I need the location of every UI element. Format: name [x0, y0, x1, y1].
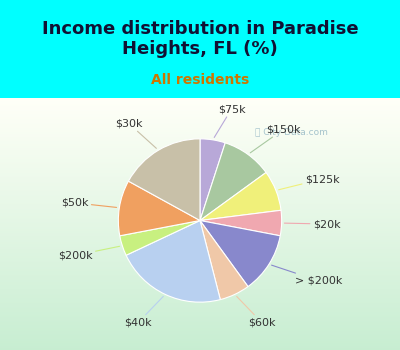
- Text: $150k: $150k: [250, 124, 301, 153]
- Wedge shape: [120, 220, 200, 255]
- Text: ⓘ City-Data.com: ⓘ City-Data.com: [255, 128, 328, 137]
- Wedge shape: [118, 181, 200, 236]
- Text: $50k: $50k: [61, 198, 116, 208]
- Text: All residents: All residents: [151, 74, 249, 88]
- Wedge shape: [200, 220, 280, 287]
- Text: $30k: $30k: [115, 119, 156, 148]
- Text: > $200k: > $200k: [272, 265, 342, 286]
- Wedge shape: [128, 139, 200, 220]
- Wedge shape: [200, 210, 282, 236]
- Text: $125k: $125k: [279, 174, 340, 190]
- Text: $200k: $200k: [58, 246, 120, 260]
- Text: $60k: $60k: [237, 296, 276, 328]
- Text: $75k: $75k: [214, 104, 245, 138]
- Text: $40k: $40k: [124, 296, 163, 328]
- Wedge shape: [200, 173, 281, 220]
- Wedge shape: [126, 220, 220, 302]
- Wedge shape: [200, 220, 248, 300]
- Wedge shape: [200, 139, 225, 220]
- Text: $20k: $20k: [284, 219, 340, 229]
- Text: Income distribution in Paradise
Heights, FL (%): Income distribution in Paradise Heights,…: [42, 20, 358, 58]
- Wedge shape: [200, 143, 266, 220]
